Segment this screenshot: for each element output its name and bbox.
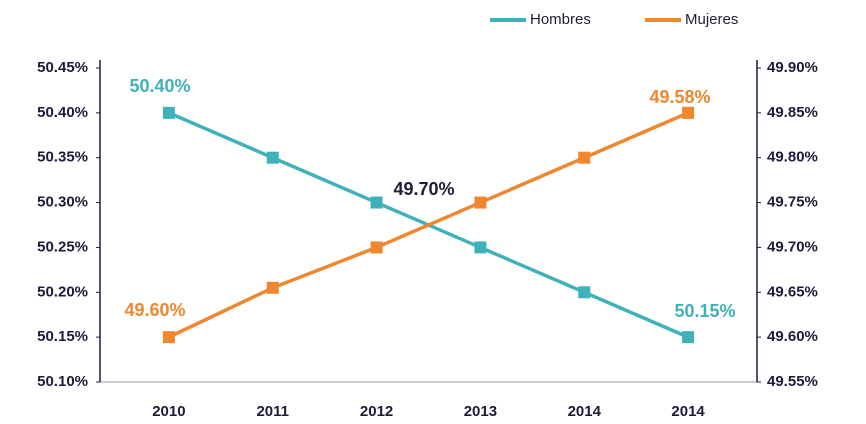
marker (370, 241, 383, 254)
y-tick-label: 50.20% (37, 283, 88, 300)
x-tick-label: 2010 (152, 403, 185, 420)
y-tick-label: 50.30% (37, 194, 88, 211)
annotation: 49.58% (649, 87, 710, 107)
x-tick-label: 2014 (671, 403, 705, 420)
y2-tick-label: 49.65% (767, 283, 818, 300)
y-tick-label: 50.10% (37, 373, 88, 390)
y-tick-label: 50.40% (37, 104, 88, 121)
marker (578, 151, 591, 164)
marker (162, 331, 175, 344)
y2-tick-label: 49.75% (767, 194, 818, 211)
annotation: 49.60% (124, 300, 185, 320)
marker (266, 151, 279, 164)
x-tick-label: 2013 (464, 403, 497, 420)
marker (370, 196, 383, 209)
y2-tick-label: 49.85% (767, 104, 818, 121)
y2-tick-label: 49.60% (767, 328, 818, 345)
marker (474, 196, 487, 209)
x-tick-label: 2012 (360, 403, 393, 420)
legend-label: Hombres (530, 11, 591, 28)
x-tick-label: 2011 (256, 403, 289, 420)
y2-tick-label: 49.90% (767, 59, 818, 76)
marker (162, 106, 175, 119)
y2-tick-label: 49.80% (767, 149, 818, 166)
series-line (168, 111, 689, 339)
marker (266, 281, 279, 294)
annotation: 50.40% (129, 76, 190, 96)
y-tick-label: 50.35% (37, 149, 88, 166)
legend-label: Mujeres (685, 11, 738, 28)
annotation: 50.15% (674, 301, 735, 321)
marker (578, 286, 591, 299)
y2-tick-label: 49.70% (767, 238, 818, 255)
marker (682, 106, 695, 119)
y2-tick-label: 49.55% (767, 373, 818, 390)
marker (474, 241, 487, 254)
x-tick-label: 2014 (568, 403, 602, 420)
y-tick-label: 50.45% (37, 59, 88, 76)
y-tick-label: 50.25% (37, 238, 88, 255)
marker (682, 331, 695, 344)
annotation: 49.70% (393, 179, 454, 199)
y-tick-label: 50.15% (37, 328, 88, 345)
